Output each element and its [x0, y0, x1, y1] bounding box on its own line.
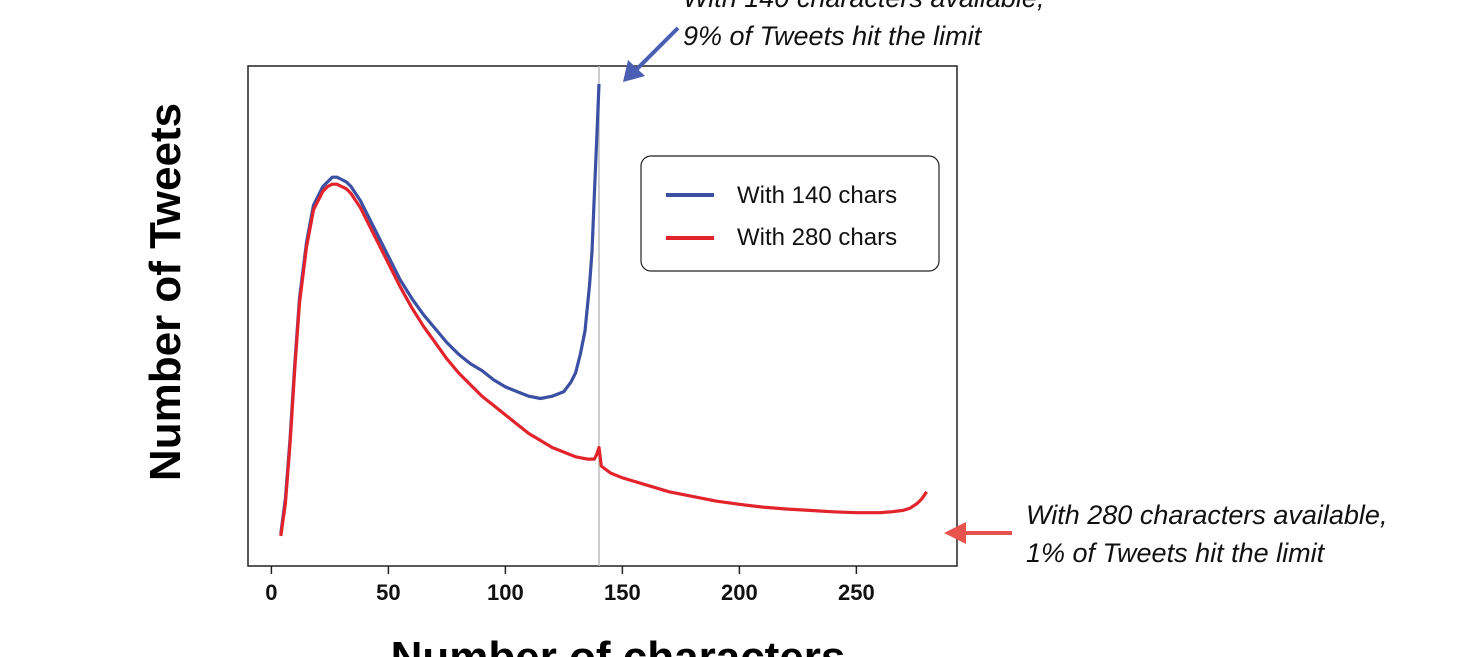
annotation-280-limit: With 280 characters available, 1% of Twe… [944, 500, 1387, 568]
x-tick-label: 200 [721, 580, 758, 605]
x-tick-label: 100 [487, 580, 524, 605]
x-tick-label: 0 [265, 580, 277, 605]
annotation-140-line2: 9% of Tweets hit the limit [683, 21, 983, 51]
y-axis-title: Number of Tweets [141, 103, 190, 481]
x-tick-label: 50 [376, 580, 400, 605]
series-line-280-chars [279, 182, 928, 537]
annotation-280-line1: With 280 characters available, [1026, 500, 1387, 530]
x-tick-label: 250 [838, 580, 875, 605]
legend-label-280-chars: With 280 chars [737, 224, 897, 251]
legend: With 140 chars With 280 chars [640, 155, 940, 272]
annotation-140-arrow-head [623, 60, 645, 82]
annotation-280-arrow-head [944, 522, 966, 544]
annotation-140-limit: With 140 characters available, 9% of Twe… [623, 0, 1044, 82]
x-tick-label: 150 [604, 580, 641, 605]
legend-box [640, 155, 940, 272]
legend-label-140-chars: With 140 chars [737, 182, 897, 209]
x-axis-title: Number of characters [391, 633, 846, 657]
x-axis-ticks: 0 50 100 150 200 250 [265, 566, 875, 605]
annotation-280-line2: 1% of Tweets hit the limit [1026, 538, 1326, 568]
series-line-140-chars [279, 83, 601, 534]
plot-frame [247, 65, 958, 567]
annotation-140-line1: With 140 characters available, [683, 0, 1044, 13]
annotation-140-arrow-shaft [634, 26, 680, 72]
